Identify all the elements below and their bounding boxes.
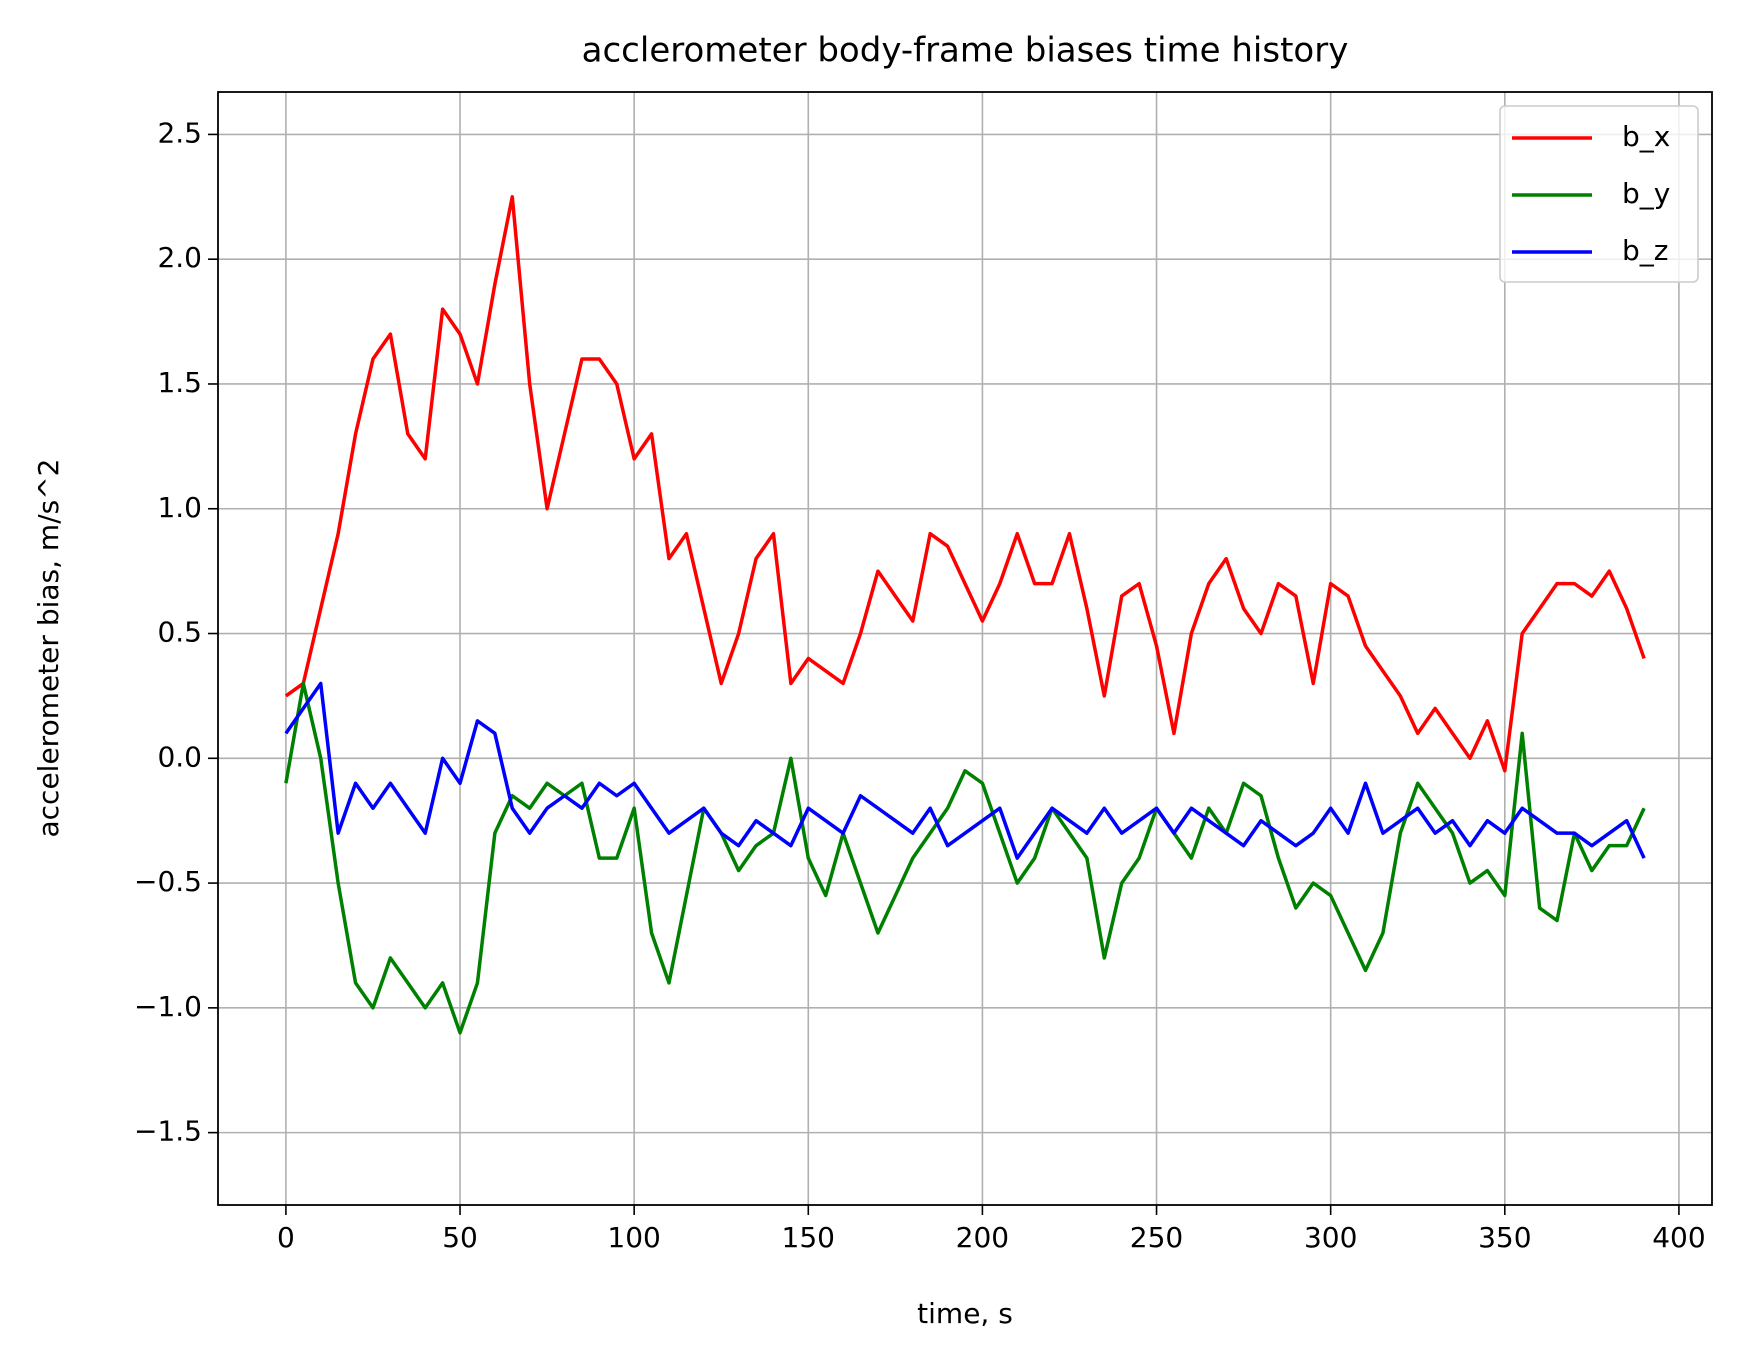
legend-label: b_z [1622, 234, 1668, 267]
data-line [284, 195, 1646, 773]
x-tick-label: 200 [956, 1221, 1009, 1254]
x-tick-label: 350 [1478, 1221, 1531, 1254]
legend-box [1499, 105, 1699, 283]
y-tick-label: 1.0 [157, 491, 202, 524]
y-tick-label: 2.5 [157, 116, 202, 149]
legend-label: b_x [1622, 120, 1670, 153]
x-axis-label: time, s [917, 1297, 1013, 1330]
y-tick-label: −0.5 [134, 865, 202, 898]
y-tick-label: 2.0 [157, 241, 202, 274]
chart-title: acclerometer body-frame biases time hist… [582, 31, 1349, 71]
y-tick-label: 0.5 [157, 616, 202, 649]
y-axis-label: accelerometer bias, m/s^2 [32, 459, 65, 838]
plot-frame [217, 91, 1713, 1206]
y-tick-label: 1.5 [157, 366, 202, 399]
x-tick-label: 400 [1652, 1221, 1705, 1254]
x-tick-label: 300 [1304, 1221, 1357, 1254]
x-tick-label: 0 [277, 1221, 295, 1254]
x-tick-label: 100 [607, 1221, 660, 1254]
data-line [284, 681, 1646, 860]
y-tick-label: 0.0 [157, 740, 202, 773]
x-tick-label: 250 [1130, 1221, 1183, 1254]
x-tick-label: 50 [442, 1221, 478, 1254]
y-tick-label: −1.0 [134, 990, 202, 1023]
x-tick-label: 150 [782, 1221, 835, 1254]
data-line [284, 681, 1646, 1035]
legend-label: b_y [1622, 177, 1670, 210]
y-tick-label: −1.5 [134, 1115, 202, 1148]
